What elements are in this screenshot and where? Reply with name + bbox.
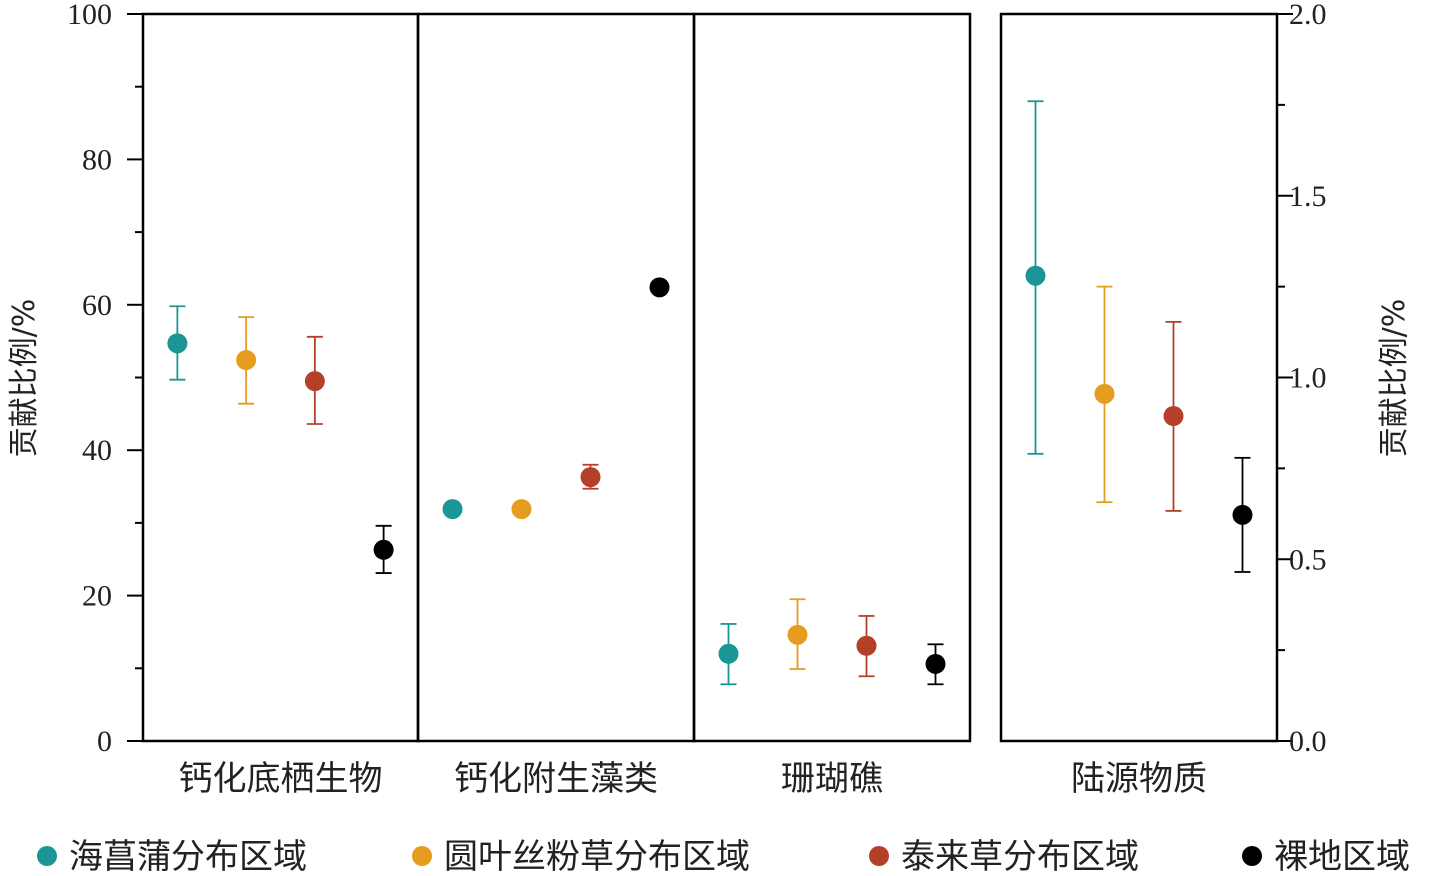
- legend-marker: [869, 846, 889, 866]
- category-label: 陆源物质: [1071, 759, 1207, 799]
- data-point: [1094, 383, 1115, 404]
- legend-label: 裸地区域: [1274, 837, 1410, 876]
- data-point: [580, 467, 601, 488]
- y-tick-label-right: 0.0: [1289, 725, 1327, 758]
- legend-label: 海菖蒲分布区域: [69, 837, 307, 876]
- y-tick-label-left: 80: [82, 143, 112, 176]
- y-tick-label-right: 0.5: [1289, 543, 1327, 576]
- legend-marker: [412, 846, 432, 866]
- data-point: [718, 643, 739, 664]
- data-point: [167, 333, 188, 354]
- legend-marker: [1242, 846, 1262, 866]
- y-tick-label-right: 1.0: [1289, 362, 1327, 395]
- legend-label: 圆叶丝粉草分布区域: [444, 837, 750, 876]
- data-point: [856, 635, 877, 656]
- data-point: [1025, 265, 1046, 286]
- category-label: 钙化底栖生物: [179, 759, 383, 799]
- data-point: [511, 499, 532, 520]
- data-point: [304, 371, 325, 392]
- y-tick-label-left: 0: [97, 725, 112, 758]
- data-point: [1163, 406, 1184, 427]
- data-point: [649, 277, 670, 298]
- y-tick-label-left: 100: [67, 0, 112, 31]
- category-label: 珊瑚礁: [781, 759, 883, 799]
- y-axis-label-left: 贡献比例/%: [7, 299, 42, 458]
- y-tick-label-left: 20: [82, 580, 112, 613]
- panel-frame-2: [692, 12, 972, 743]
- category-label: 钙化附生藻类: [454, 759, 658, 799]
- data-point: [373, 539, 394, 560]
- data-point: [787, 624, 808, 645]
- panel-frame-0: [141, 12, 420, 743]
- panel-frame-1: [416, 12, 696, 743]
- panel-frame-3: [999, 12, 1279, 743]
- data-point: [1232, 504, 1253, 525]
- data-point: [442, 499, 463, 520]
- data-point: [236, 350, 257, 371]
- y-tick-label-right: 1.5: [1289, 180, 1327, 213]
- legend-label: 泰来草分布区域: [901, 837, 1139, 876]
- y-tick-label-left: 40: [82, 434, 112, 467]
- y-axis-label-right: 贡献比例/%: [1377, 299, 1412, 458]
- y-tick-label-left: 60: [82, 289, 112, 322]
- data-point: [925, 653, 946, 674]
- legend-marker: [37, 846, 57, 866]
- y-tick-label-right: 2.0: [1289, 0, 1327, 31]
